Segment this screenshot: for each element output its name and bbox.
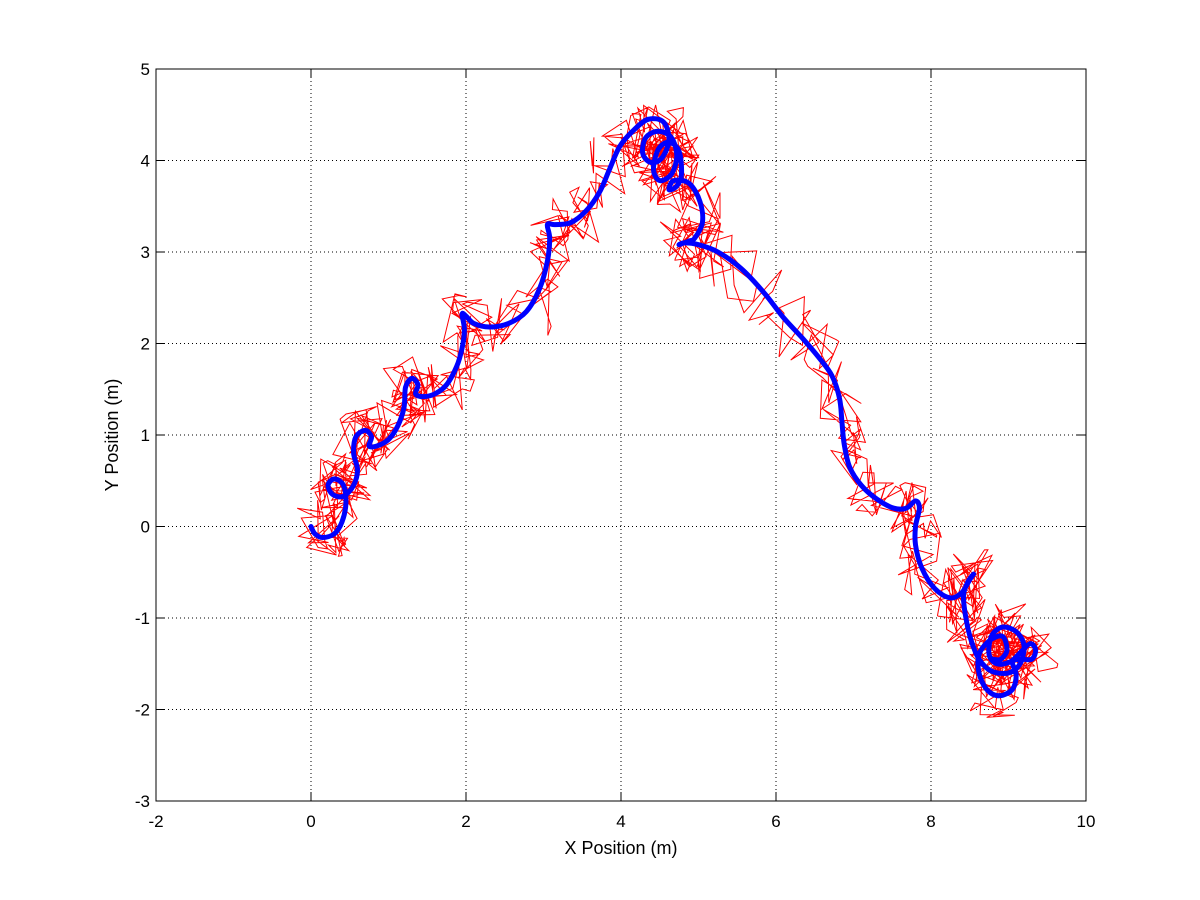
data-layer	[296, 104, 1059, 718]
y-tick-label: 0	[141, 518, 150, 537]
x-tick-label: -2	[148, 812, 163, 831]
y-axis-label: Y Position (m)	[102, 379, 122, 492]
grid-lines	[156, 69, 1086, 801]
y-tick-label: 3	[141, 243, 150, 262]
y-tick-label: -3	[135, 792, 150, 811]
y-tick-label: 2	[141, 335, 150, 354]
y-tick-label: 1	[141, 426, 150, 445]
x-tick-label: 2	[461, 812, 470, 831]
y-tick-label: -2	[135, 701, 150, 720]
y-tick-label: -1	[135, 609, 150, 628]
x-tick-label: 0	[306, 812, 315, 831]
noisy-measurement-series	[296, 104, 1059, 718]
trajectory-series	[308, 116, 1039, 699]
x-tick-label: 6	[771, 812, 780, 831]
x-tick-label: 4	[616, 812, 625, 831]
y-tick-label: 4	[141, 152, 150, 171]
y-tick-label: 5	[141, 60, 150, 79]
x-tick-label: 10	[1077, 812, 1096, 831]
x-tick-label: 8	[926, 812, 935, 831]
x-axis-label: X Position (m)	[564, 838, 677, 858]
